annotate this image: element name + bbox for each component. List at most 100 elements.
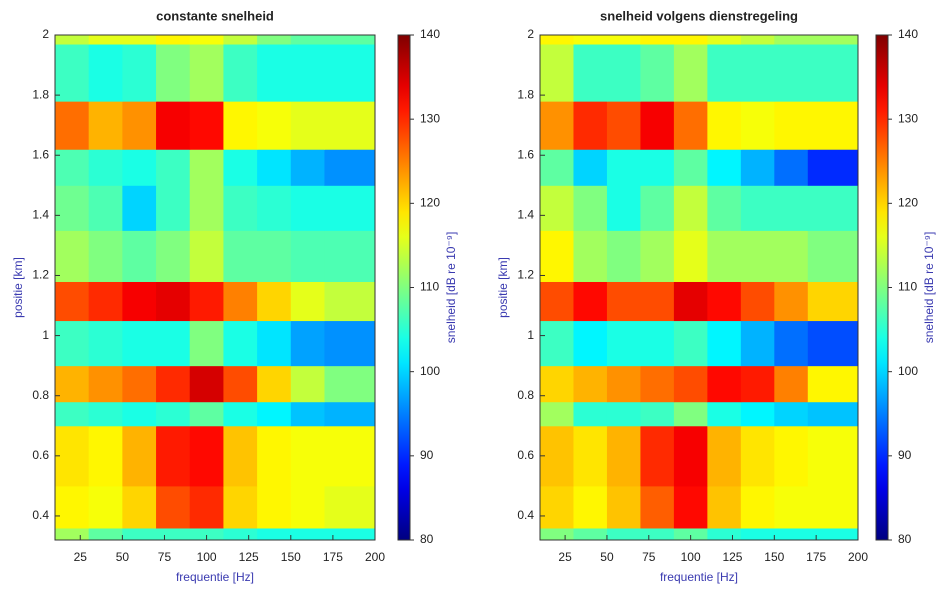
heatmap-cell [324,365,376,403]
heatmap-cell [257,281,292,322]
heatmap-cell [55,401,90,427]
heatmap-cell [540,185,574,231]
heatmap-cell [740,281,775,322]
heatmap-cell [673,527,708,541]
heatmap-cell [673,230,708,282]
heatmap-cell [122,281,157,322]
heatmap-cell [324,44,376,102]
heatmap-cell [324,425,376,487]
heatmap-cell [673,35,708,45]
heatmap-cell [257,185,292,231]
heatmap-cell [673,485,708,529]
heatmap-cell [257,101,292,150]
heatmap-cell [156,281,191,322]
heatmap-cell [540,527,574,541]
heatmap-cell [640,365,675,403]
heatmap-cell [606,281,641,322]
heatmap-cell [774,44,809,102]
heatmap-cell [606,365,641,403]
heatmap-cell [707,35,742,45]
heatmap-cell [573,149,608,186]
heatmap-cell [88,230,123,282]
colorbar-tick-label: 90 [420,448,434,462]
heatmap-cell [807,230,859,282]
chart-title: constante snelheid [156,8,274,23]
heatmap-cell [740,485,775,529]
heatmap-cell [156,35,191,45]
heatmap-cell [673,281,708,322]
heatmap-cell [122,230,157,282]
heatmap-cell [88,527,123,541]
heatmap-cell [290,485,325,529]
x-tick-label: 100 [681,550,701,564]
heatmap-cell [640,527,675,541]
heatmap-cell [290,35,325,45]
heatmap-cell [640,425,675,487]
heatmap-cell [707,365,742,403]
colorbar-tick-label: 110 [898,280,917,294]
heatmap-cell [189,425,224,487]
heatmap-cell [257,320,292,367]
heatmap-cell [55,425,90,487]
heatmap-cell [290,44,325,102]
heatmap-cell [290,401,325,427]
heatmap-cell [324,230,376,282]
y-tick-label: 1.4 [517,208,534,222]
heatmap-cell [673,44,708,102]
heatmap-cell [324,35,376,45]
heatmap-cell [189,527,224,541]
colorbar-tick-label: 100 [420,364,440,378]
x-tick-label: 175 [806,550,826,564]
heatmap-cell [122,149,157,186]
heatmap-cell [223,527,258,541]
heatmap-panel: 25 50 75 100 125 150 175 200 0.4 0.6 0.8 1 1.2 1.4 1.6… [496,8,936,584]
y-tick-label: 0.4 [517,508,534,522]
y-tick-label: 0.8 [517,388,534,402]
heatmap-cell [640,230,675,282]
heatmap-cell [156,101,191,150]
colorbar-tick-label: 110 [420,280,439,294]
heatmap-panel: 25 50 75 100 125 150 175 200 0.4 0.6 0.8 1 1.2 1.4 1.6… [11,8,458,584]
heatmap-cell [122,485,157,529]
colorbar-tick-label: 130 [898,111,918,125]
heatmap-cell [55,149,90,186]
colorbar-tick-label: 120 [420,196,440,210]
heatmap-cell [640,281,675,322]
heatmap-cell [223,230,258,282]
y-tick-label: 0.8 [32,388,49,402]
heatmap-cell [88,425,123,487]
heatmap-cell [640,149,675,186]
heatmap-cell [324,185,376,231]
x-tick-label: 150 [281,550,301,564]
heatmap-cell [707,185,742,231]
heatmap-cell [290,149,325,186]
heatmap-cell [774,185,809,231]
colorbar-tick-label: 140 [420,27,440,41]
heatmap-cell [606,35,641,45]
heatmap-cell [640,401,675,427]
heatmap-cell [807,44,859,102]
heatmap-cell [88,365,123,403]
heatmap-cell [223,149,258,186]
heatmap-cell [324,401,376,427]
heatmap-cell [774,35,809,45]
plot-frame [54,34,376,541]
y-tick-label: 0.4 [32,508,49,522]
heatmap-cell [55,281,90,322]
heatmap-cell [223,401,258,427]
chart-title: snelheid volgens dienstregeling [600,8,798,23]
heatmap-cell [189,320,224,367]
heatmap-cell [55,320,90,367]
heatmap-cell [290,281,325,322]
heatmap-cell [156,320,191,367]
heatmap-cell [740,425,775,487]
heatmap-cell [606,401,641,427]
heatmap-cell [122,401,157,427]
heatmap-cell [324,527,376,541]
colorbar-label: snelheid [dB re 10⁻⁹] [444,232,458,344]
heatmap-cell [223,281,258,322]
heatmap-cell [707,149,742,186]
colorbar [875,34,889,541]
heatmap-cell [540,320,574,367]
heatmap-cell [122,425,157,487]
